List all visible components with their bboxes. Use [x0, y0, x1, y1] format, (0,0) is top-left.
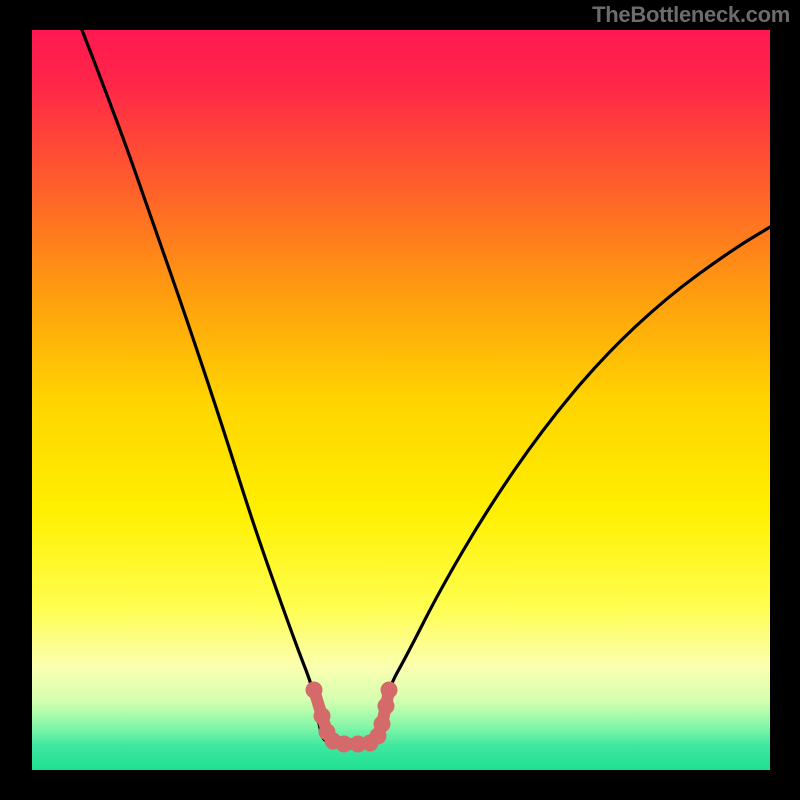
plot-area: [32, 30, 770, 770]
gradient-background: [32, 30, 770, 770]
valley-marker: [314, 708, 331, 725]
valley-marker: [378, 698, 395, 715]
valley-marker: [306, 682, 323, 699]
valley-marker: [381, 682, 398, 699]
watermark-text: TheBottleneck.com: [592, 2, 790, 28]
valley-marker: [374, 716, 391, 733]
chart-container: TheBottleneck.com: [0, 0, 800, 800]
